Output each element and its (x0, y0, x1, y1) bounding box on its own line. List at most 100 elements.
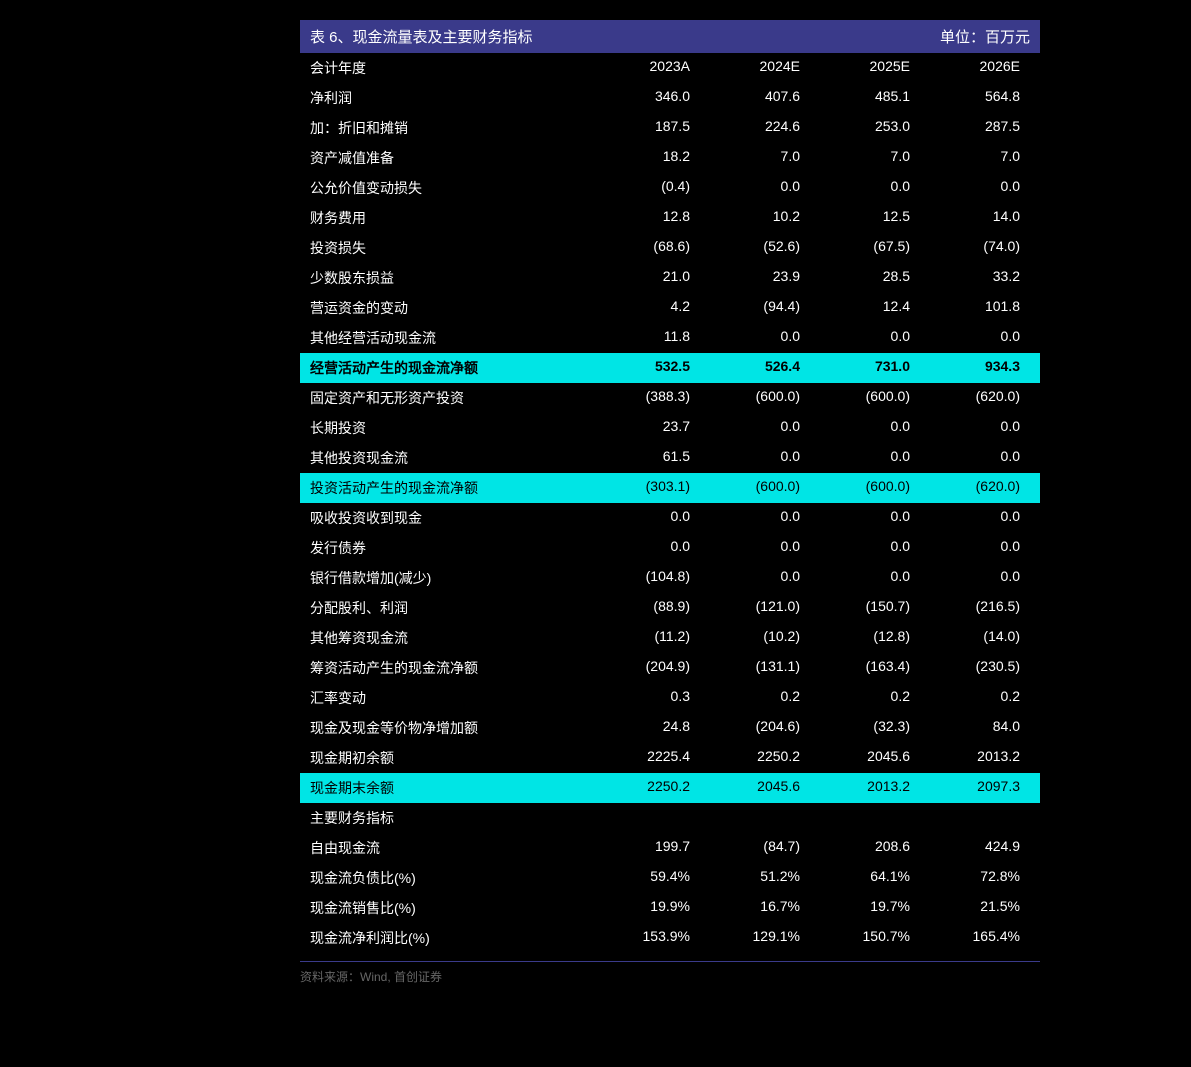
row-value: 7.0 (700, 148, 810, 168)
row-value (590, 808, 700, 828)
row-label: 汇率变动 (310, 688, 590, 708)
row-value: (74.0) (920, 238, 1030, 258)
row-label: 吸收投资收到现金 (310, 508, 590, 528)
row-value: (104.8) (590, 568, 700, 588)
table-row: 其他筹资现金流(11.2)(10.2)(12.8)(14.0) (300, 623, 1040, 653)
col-header-year: 2023A (590, 58, 700, 78)
row-value: 187.5 (590, 118, 700, 138)
row-value: (10.2) (700, 628, 810, 648)
row-value: (620.0) (920, 388, 1030, 408)
table-row: 现金流净利润比(%)153.9%129.1%150.7%165.4% (300, 923, 1040, 953)
row-value: 0.0 (810, 328, 920, 348)
table-row: 现金期末余额2250.22045.62013.22097.3 (300, 773, 1040, 803)
row-value (700, 808, 810, 828)
row-value: 2013.2 (920, 748, 1030, 768)
row-value: 129.1% (700, 928, 810, 948)
row-value: 0.0 (700, 508, 810, 528)
table-row: 现金流销售比(%)19.9%16.7%19.7%21.5% (300, 893, 1040, 923)
row-value: 7.0 (920, 148, 1030, 168)
table-row: 现金流负债比(%)59.4%51.2%64.1%72.8% (300, 863, 1040, 893)
row-value: 10.2 (700, 208, 810, 228)
row-value: 51.2% (700, 868, 810, 888)
row-value: (94.4) (700, 298, 810, 318)
row-label: 银行借款增加(减少) (310, 568, 590, 588)
col-header-year: 2025E (810, 58, 920, 78)
table-row: 经营活动产生的现金流净额532.5526.4731.0934.3 (300, 353, 1040, 383)
row-value: 19.7% (810, 898, 920, 918)
row-value: 0.0 (920, 568, 1030, 588)
row-value: (204.6) (700, 718, 810, 738)
row-value: 564.8 (920, 88, 1030, 108)
row-value: 532.5 (590, 358, 700, 378)
table-row: 公允价值变动损失(0.4)0.00.00.0 (300, 173, 1040, 203)
row-label: 筹资活动产生的现金流净额 (310, 658, 590, 678)
table-row: 筹资活动产生的现金流净额(204.9)(131.1)(163.4)(230.5) (300, 653, 1040, 683)
column-header-row: 会计年度 2023A 2024E 2025E 2026E (300, 53, 1040, 83)
row-value: 0.0 (700, 538, 810, 558)
row-value: 0.0 (920, 508, 1030, 528)
row-value: 0.0 (700, 328, 810, 348)
row-value: 101.8 (920, 298, 1030, 318)
row-value: 23.7 (590, 418, 700, 438)
row-value: 14.0 (920, 208, 1030, 228)
row-value: 2250.2 (700, 748, 810, 768)
row-value: 0.0 (810, 418, 920, 438)
row-label: 公允价值变动损失 (310, 178, 590, 198)
row-value: 21.0 (590, 268, 700, 288)
row-value (920, 808, 1030, 828)
row-value: (131.1) (700, 658, 810, 678)
row-value: (0.4) (590, 178, 700, 198)
table-row: 营运资金的变动4.2(94.4)12.4101.8 (300, 293, 1040, 323)
row-value: 11.8 (590, 328, 700, 348)
table-row: 现金期初余额2225.42250.22045.62013.2 (300, 743, 1040, 773)
row-value: 12.5 (810, 208, 920, 228)
row-value: 0.0 (920, 178, 1030, 198)
table-title-right: 单位：百万元 (940, 26, 1030, 47)
row-value: 731.0 (810, 358, 920, 378)
row-value: 24.8 (590, 718, 700, 738)
row-label: 现金及现金等价物净增加额 (310, 718, 590, 738)
table-title-bar: 表 6、现金流量表及主要财务指标 单位：百万元 (300, 20, 1040, 53)
row-value: 19.9% (590, 898, 700, 918)
table-row: 其他经营活动现金流11.80.00.00.0 (300, 323, 1040, 353)
row-value: 18.2 (590, 148, 700, 168)
row-value: 2250.2 (590, 778, 700, 798)
row-value: (388.3) (590, 388, 700, 408)
table-row: 财务费用12.810.212.514.0 (300, 203, 1040, 233)
row-value: 2097.3 (920, 778, 1030, 798)
row-value: 150.7% (810, 928, 920, 948)
row-value: 0.0 (810, 508, 920, 528)
row-value: 4.2 (590, 298, 700, 318)
col-header-label: 会计年度 (310, 58, 590, 78)
row-label: 其他筹资现金流 (310, 628, 590, 648)
row-label: 投资活动产生的现金流净额 (310, 478, 590, 498)
row-value: (600.0) (810, 478, 920, 498)
row-label: 发行债券 (310, 538, 590, 558)
row-value: 934.3 (920, 358, 1030, 378)
table-row: 吸收投资收到现金0.00.00.00.0 (300, 503, 1040, 533)
row-value: (14.0) (920, 628, 1030, 648)
table-row: 汇率变动0.30.20.20.2 (300, 683, 1040, 713)
row-value: (620.0) (920, 478, 1030, 498)
col-header-year: 2024E (700, 58, 810, 78)
row-value: 0.0 (700, 568, 810, 588)
row-value: (67.5) (810, 238, 920, 258)
row-value: 153.9% (590, 928, 700, 948)
row-label: 加：折旧和摊销 (310, 118, 590, 138)
row-value: (150.7) (810, 598, 920, 618)
table-title-left: 表 6、现金流量表及主要财务指标 (310, 26, 533, 47)
row-label: 资产减值准备 (310, 148, 590, 168)
row-value: 526.4 (700, 358, 810, 378)
table-row: 其他投资现金流61.50.00.00.0 (300, 443, 1040, 473)
row-value: 346.0 (590, 88, 700, 108)
row-value: 0.2 (700, 688, 810, 708)
row-value: (88.9) (590, 598, 700, 618)
row-label: 投资损失 (310, 238, 590, 258)
row-label: 少数股东损益 (310, 268, 590, 288)
row-value: 61.5 (590, 448, 700, 468)
table-row: 加：折旧和摊销187.5224.6253.0287.5 (300, 113, 1040, 143)
row-value: (230.5) (920, 658, 1030, 678)
row-value: 165.4% (920, 928, 1030, 948)
row-value: (216.5) (920, 598, 1030, 618)
row-label: 其他经营活动现金流 (310, 328, 590, 348)
